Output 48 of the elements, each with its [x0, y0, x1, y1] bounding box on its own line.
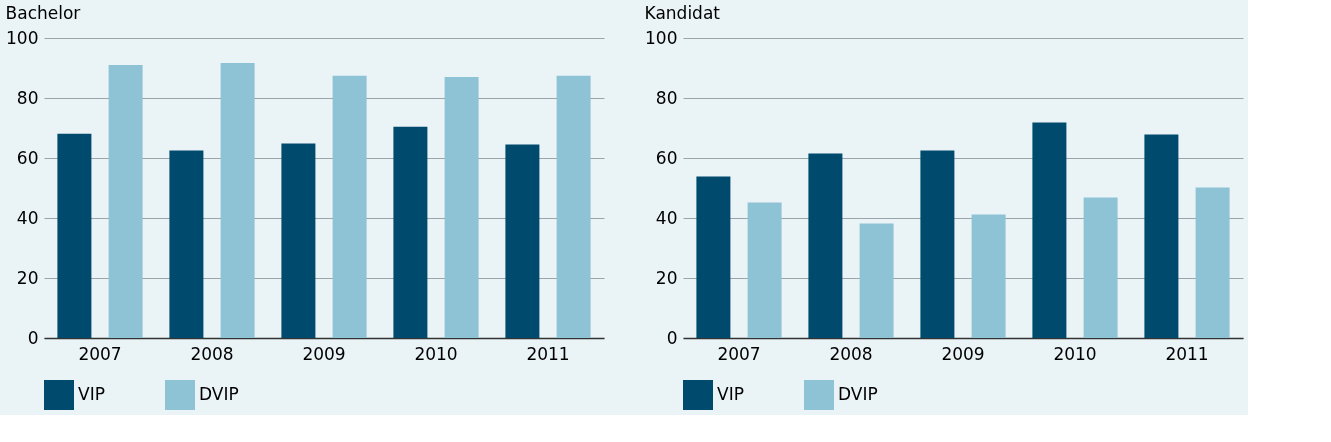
bar	[556, 75, 591, 338]
x-tick-label: 2008	[190, 343, 234, 364]
bar	[1032, 122, 1067, 338]
bar	[444, 77, 479, 338]
legend-label: DVIP	[838, 384, 878, 404]
bar	[1083, 197, 1118, 338]
y-tick-label: 40	[16, 207, 39, 228]
bar	[220, 62, 255, 338]
bar	[505, 144, 540, 338]
x-tick-label: 2010	[414, 343, 458, 364]
bar	[859, 223, 894, 338]
bar	[808, 153, 843, 338]
y-tick-label: 80	[16, 87, 39, 108]
y-tick-label: 20	[16, 267, 39, 288]
bar	[696, 176, 731, 338]
bar	[169, 150, 204, 338]
y-tick-label: 60	[16, 147, 39, 168]
bar	[971, 214, 1006, 338]
bar	[920, 150, 955, 338]
y-tick-label: 40	[655, 207, 678, 228]
y-tick-label: 20	[655, 267, 678, 288]
x-tick-label: 2007	[717, 343, 761, 364]
y-tick-label: 80	[655, 87, 678, 108]
bar	[1195, 187, 1230, 338]
y-tick-label: 100	[645, 27, 678, 48]
chart-title: Bachelor	[5, 3, 81, 23]
chart-title: Kandidat	[644, 3, 721, 23]
x-tick-label: 2009	[302, 343, 346, 364]
bar	[1144, 134, 1179, 338]
y-tick-label: 60	[655, 147, 678, 168]
legend-label: VIP	[78, 384, 105, 404]
bar	[108, 65, 143, 338]
x-tick-label: 2009	[941, 343, 985, 364]
y-tick-label: 0	[27, 327, 39, 348]
x-tick-label: 2011	[526, 343, 570, 364]
x-tick-label: 2008	[829, 343, 873, 364]
y-tick-label: 100	[6, 27, 39, 48]
bar	[747, 202, 782, 338]
legend-label: VIP	[717, 384, 744, 404]
bar	[57, 133, 92, 338]
y-tick-label: 0	[666, 327, 678, 348]
bar	[332, 75, 367, 338]
x-tick-label: 2010	[1053, 343, 1097, 364]
bar	[281, 143, 316, 338]
bar	[393, 126, 428, 338]
legend-label: DVIP	[199, 384, 239, 404]
x-tick-label: 2011	[1165, 343, 1209, 364]
x-tick-label: 2007	[78, 343, 122, 364]
